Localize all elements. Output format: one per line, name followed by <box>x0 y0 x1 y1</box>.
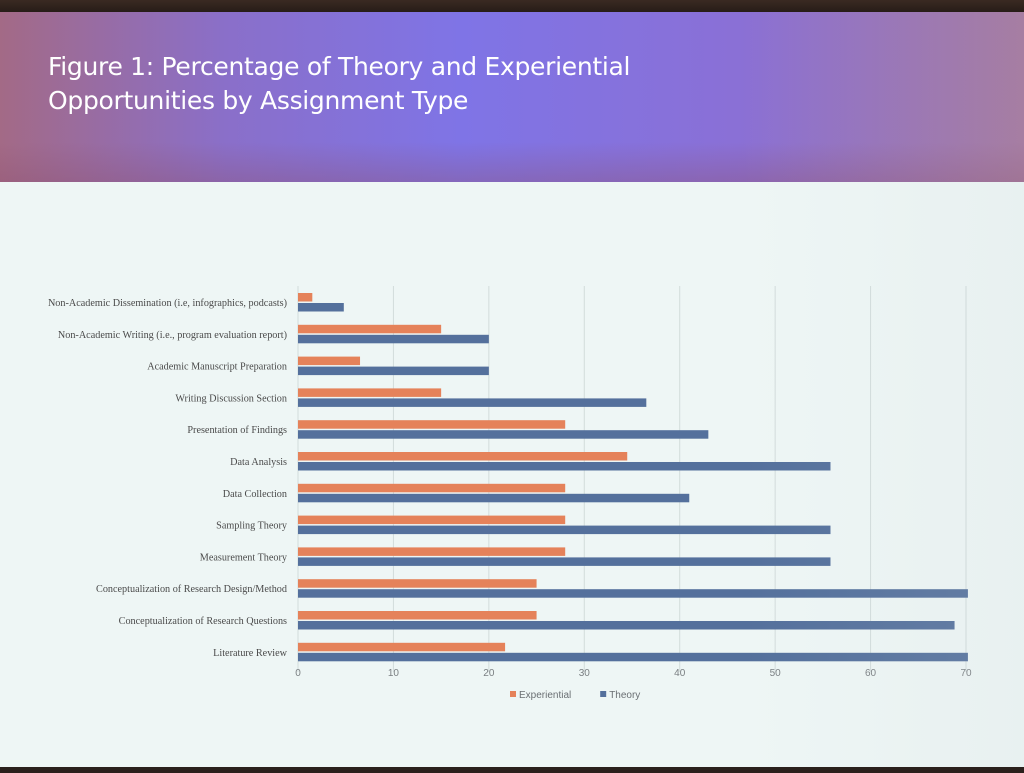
bar-experiential <box>298 579 537 588</box>
category-label: Data Analysis <box>230 457 287 468</box>
category-label: Measurement Theory <box>200 552 288 563</box>
x-tick-label: 60 <box>865 668 877 679</box>
category-label: Non-Academic Dissemination (i.e, infogra… <box>48 298 287 309</box>
bar-theory <box>298 334 489 344</box>
category-label: Writing Discussion Section <box>175 393 287 404</box>
x-tick-label: 30 <box>579 668 591 679</box>
bar-experiential <box>298 356 361 366</box>
category-label: Academic Manuscript Preparation <box>147 362 287 373</box>
legend-swatch <box>510 691 516 697</box>
x-tick-label: 50 <box>770 668 782 679</box>
room-floor <box>0 767 1024 773</box>
bar-experiential <box>298 483 566 493</box>
x-tick-label: 10 <box>388 668 400 679</box>
bar-chart: Non-Academic Dissemination (i.e, infogra… <box>48 286 972 701</box>
bar-experiential <box>298 547 566 556</box>
slide-header: Figure 1: Percentage of Theory and Exper… <box>0 12 1024 182</box>
legend-label: Theory <box>609 690 640 701</box>
chart-bars <box>298 293 968 662</box>
bar-theory <box>298 652 968 662</box>
category-label: Data Collection <box>223 489 287 500</box>
chart-gridlines <box>297 286 967 672</box>
legend-swatch <box>600 691 607 697</box>
x-axis-ticks: 0 10 20 30 40 50 60 70 <box>295 668 972 679</box>
bar-theory <box>298 493 690 503</box>
category-label: Sampling Theory <box>216 521 288 532</box>
category-label: Conceptualization of Research Design/Met… <box>96 584 287 595</box>
legend-label: Experiential <box>519 690 571 701</box>
bar-experiential <box>298 388 442 397</box>
bar-experiential <box>298 642 506 652</box>
bar-theory <box>298 303 344 312</box>
bar-experiential <box>298 515 566 525</box>
bar-theory <box>298 366 489 376</box>
category-label: Presentation of Findings <box>187 425 287 436</box>
x-tick-label: 70 <box>960 668 972 679</box>
bar-theory <box>298 525 831 535</box>
bar-theory <box>298 589 968 598</box>
x-tick-label: 20 <box>483 668 495 679</box>
category-label: Conceptualization of Research Questions <box>119 616 287 627</box>
bar-theory <box>298 557 831 566</box>
category-labels: Non-Academic Dissemination (i.e, infogra… <box>48 298 288 659</box>
bar-experiential <box>298 452 628 461</box>
room-ceiling <box>0 0 1024 14</box>
presentation-slide: Figure 1: Percentage of Theory and Exper… <box>0 12 1024 773</box>
x-tick-label: 0 <box>295 668 301 679</box>
bar-experiential <box>298 293 313 302</box>
category-label: Literature Review <box>213 648 287 659</box>
bar-experiential <box>298 324 442 334</box>
bar-theory <box>298 430 709 439</box>
bar-theory <box>298 621 955 630</box>
category-label: Non-Academic Writing (i.e., program eval… <box>58 330 287 341</box>
bar-theory <box>298 398 647 407</box>
bar-experiential <box>298 611 537 620</box>
chart-legend: Experiential Theory <box>510 690 640 701</box>
slide-title: Figure 1: Percentage of Theory and Exper… <box>48 52 631 115</box>
x-tick-label: 40 <box>674 668 686 679</box>
bar-experiential <box>298 420 566 429</box>
bar-theory <box>298 462 831 471</box>
